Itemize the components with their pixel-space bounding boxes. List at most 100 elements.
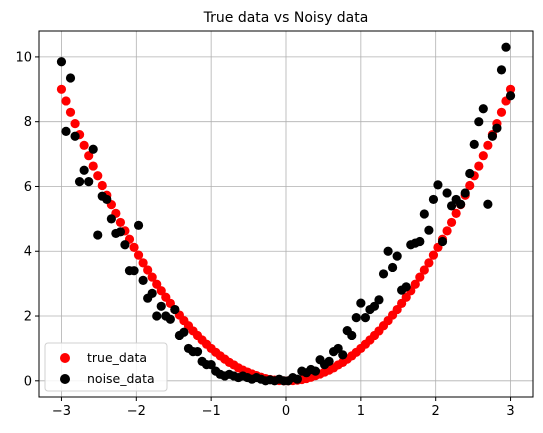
chart-title: True data vs Noisy data <box>203 10 369 26</box>
noise-data-point-76 <box>401 282 411 292</box>
y-tick-label-5: 10 <box>15 50 32 65</box>
true-data-point-19 <box>143 265 153 275</box>
noise-data-point-84 <box>437 236 448 247</box>
noise-data-point-74 <box>392 251 402 261</box>
x-tick-label-1: −2 <box>127 404 146 419</box>
noise-data-point-97 <box>496 65 507 75</box>
true-data-point-82 <box>428 250 439 260</box>
noise-data-point-99 <box>505 91 516 101</box>
noise-data-point-16 <box>129 266 139 276</box>
x-tick-label-3: 0 <box>282 404 290 419</box>
noise-data-point-11 <box>106 214 116 224</box>
x-tick-label-5: 2 <box>432 404 440 419</box>
true-data-point-2 <box>65 107 76 117</box>
noise-data-point-1 <box>61 126 71 137</box>
noise-data-point-85 <box>442 188 452 198</box>
legend-marker-noise-data <box>60 374 70 384</box>
legend-label-true-data: true_data <box>87 350 147 365</box>
noise-data-point-25 <box>170 304 180 315</box>
true-data-point-81 <box>424 258 434 268</box>
true-data-point-16 <box>129 242 139 252</box>
x-tick-label-0: −3 <box>52 404 71 419</box>
true-data-point-80 <box>419 265 429 275</box>
true-data-point-6 <box>84 151 94 161</box>
noise-data-point-72 <box>383 246 393 256</box>
noise-data-point-18 <box>138 275 148 285</box>
noise-data-point-69 <box>369 301 380 311</box>
noise-data-point-80 <box>419 209 429 219</box>
true-data-point-20 <box>147 272 157 282</box>
noise-data-point-22 <box>156 301 166 311</box>
noise-data-point-83 <box>433 180 443 190</box>
true-data-point-94 <box>483 140 493 150</box>
noise-data-point-71 <box>378 269 389 279</box>
true-data-point-17 <box>133 250 144 260</box>
noise-data-point-30 <box>192 347 203 357</box>
noise-data-point-70 <box>374 295 384 305</box>
legend-marker-true-data <box>60 353 70 363</box>
noise-data-point-95 <box>487 131 498 141</box>
noise-data-point-2 <box>65 73 76 83</box>
true-data-point-1 <box>61 96 71 106</box>
true-data-point-99 <box>505 84 516 94</box>
noise-data-point-90 <box>465 168 475 179</box>
axis-ticks: −3 −2 −1 0 1 2 3 0 2 4 6 8 10 <box>15 50 514 419</box>
true-data-point-79 <box>415 272 425 282</box>
x-tick-label-2: −1 <box>202 404 221 419</box>
noise-data-point-64 <box>347 330 357 341</box>
noise-data-point-13 <box>115 227 126 237</box>
true-data-point-3 <box>70 119 80 129</box>
true-data-point-90 <box>465 180 475 191</box>
y-tick-label-0: 0 <box>24 374 32 389</box>
noise-data-point-88 <box>456 199 466 209</box>
noise-data-point-66 <box>356 298 366 308</box>
y-tick-label-2: 4 <box>24 245 32 260</box>
noise-data-point-65 <box>351 313 361 323</box>
noise-data-point-86 <box>446 201 457 211</box>
noise-data-point-98 <box>501 42 511 52</box>
true-data-point-21 <box>152 279 162 289</box>
noise-data-point-59 <box>324 356 334 366</box>
noise-data-point-21 <box>152 311 162 321</box>
true-data-point-7 <box>88 161 98 171</box>
noise-data-point-10 <box>102 194 112 205</box>
noise-data-point-4 <box>74 177 85 187</box>
true-data-point-92 <box>474 161 484 171</box>
noise-data-point-96 <box>492 123 502 133</box>
noise-data-point-24 <box>165 314 175 324</box>
noise-data-series <box>56 42 516 386</box>
noise-data-point-17 <box>133 220 144 230</box>
true-data-point-87 <box>451 208 461 218</box>
noise-data-point-3 <box>70 131 80 141</box>
noise-data-point-82 <box>428 194 439 205</box>
noise-data-point-52 <box>292 374 302 384</box>
true-data-point-76 <box>401 292 411 302</box>
noise-data-point-8 <box>93 230 103 240</box>
true-data-point-78 <box>410 279 420 289</box>
true-data-point-0 <box>56 84 67 94</box>
x-tick-label-4: 1 <box>357 404 365 419</box>
true-data-point-85 <box>442 226 452 236</box>
noise-data-point-62 <box>338 350 348 360</box>
legend-label-noise-data: noise_data <box>87 371 155 386</box>
true-data-point-86 <box>446 217 457 228</box>
noise-data-point-5 <box>79 165 89 175</box>
noise-data-point-33 <box>206 360 216 370</box>
true-data-point-8 <box>93 171 103 181</box>
true-data-point-18 <box>138 258 148 268</box>
true-data-point-9 <box>97 180 107 191</box>
noise-data-point-94 <box>483 199 493 209</box>
true-data-point-13 <box>115 217 126 228</box>
noise-data-point-93 <box>478 104 488 114</box>
noise-data-point-67 <box>360 313 371 323</box>
true-data-point-93 <box>478 151 488 161</box>
x-tick-label-6: 3 <box>506 404 514 419</box>
noise-data-point-6 <box>84 177 94 187</box>
noise-data-point-27 <box>179 327 189 337</box>
y-tick-label-1: 2 <box>24 310 32 325</box>
true-data-point-5 <box>79 140 89 150</box>
noise-data-point-81 <box>424 225 434 235</box>
noise-data-point-20 <box>147 288 157 298</box>
true-data-point-97 <box>496 107 507 117</box>
